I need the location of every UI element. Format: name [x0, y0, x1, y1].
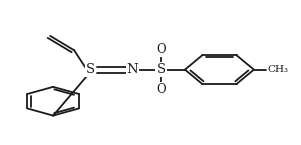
Text: O: O	[156, 43, 166, 56]
Text: O: O	[156, 83, 166, 96]
Text: S: S	[157, 63, 166, 76]
Text: N: N	[127, 63, 138, 76]
Text: CH₃: CH₃	[267, 65, 288, 74]
Text: S: S	[86, 63, 95, 76]
